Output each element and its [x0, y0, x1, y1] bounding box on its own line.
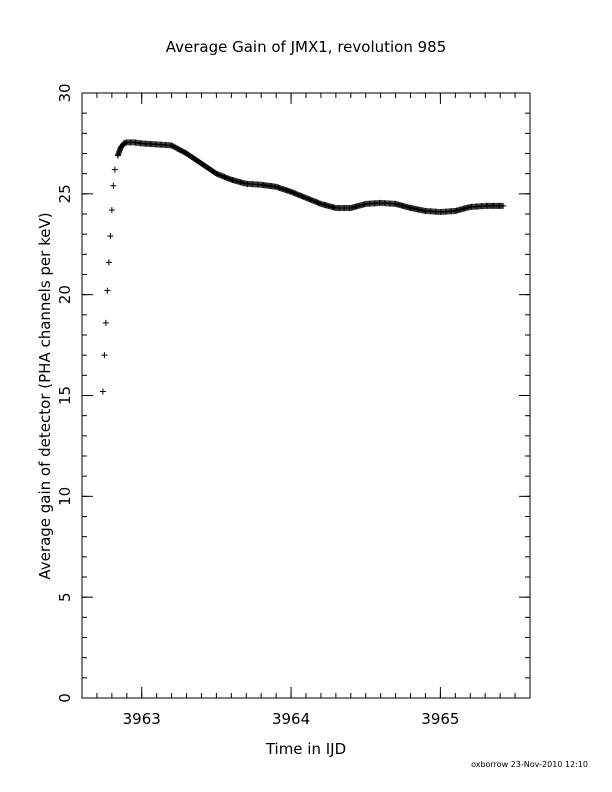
- x-tick-label: 3963: [123, 710, 161, 728]
- data-point: [110, 182, 117, 189]
- data-point-fill: [211, 169, 218, 176]
- tick-group: 3963 3964 3965 0 5 10 15 20 25 30: [56, 83, 531, 728]
- footer-stamp: oxborrow 23-Nov-2010 12:10: [471, 760, 588, 769]
- y-tick-label: 20: [56, 285, 74, 304]
- plot-frame-group: [81, 92, 531, 699]
- y-tick-label: 10: [56, 487, 74, 506]
- data-point: [108, 206, 115, 213]
- data-point: [105, 259, 112, 266]
- y-tick-label: 30: [56, 83, 74, 102]
- chart-title: Average Gain of JMX1, revolution 985: [165, 38, 447, 56]
- data-points-group: [99, 139, 507, 395]
- x-tick-label: 3965: [421, 710, 459, 728]
- data-point: [111, 166, 118, 173]
- x-tick-label: 3964: [272, 710, 310, 728]
- y-tick-label: 25: [56, 184, 74, 203]
- data-point: [102, 319, 109, 326]
- data-point-fill: [498, 202, 505, 209]
- y-tick-label: 15: [56, 386, 74, 405]
- plot-frame: [81, 92, 531, 699]
- data-point-fill: [181, 149, 188, 156]
- data-point: [101, 352, 108, 359]
- data-point: [104, 287, 111, 294]
- data-point: [99, 388, 106, 395]
- y-tick-label: 5: [56, 592, 74, 602]
- data-point: [107, 233, 114, 240]
- y-tick-label: 0: [56, 693, 74, 703]
- x-axis-label: Time in IJD: [265, 740, 347, 758]
- dense-marker-band: [115, 139, 505, 215]
